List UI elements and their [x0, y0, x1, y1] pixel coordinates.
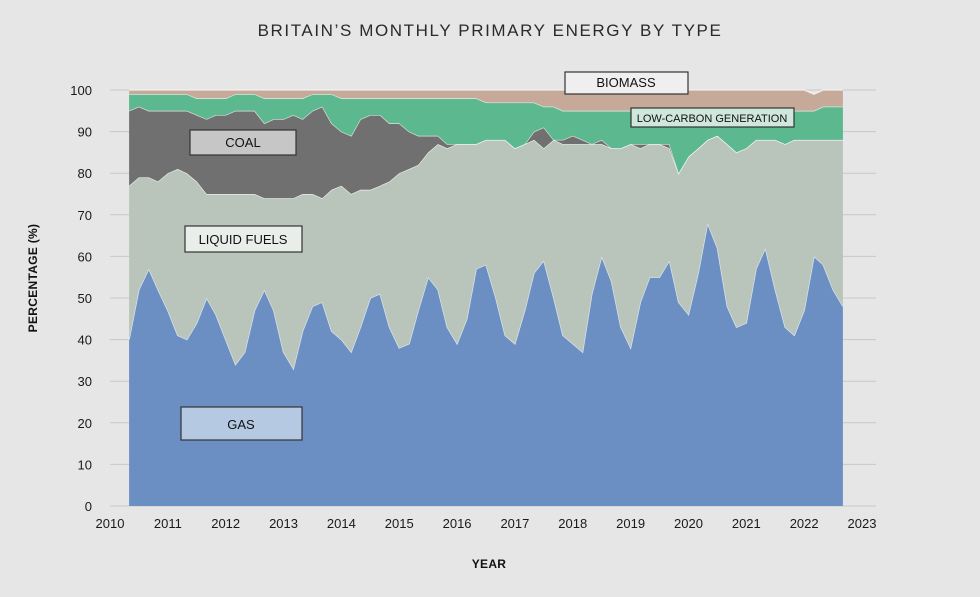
x-axis-ticks: 2010 2011 2012 2013 2014 2015 2016 2017 2018 2019…	[96, 516, 877, 531]
x-axis-label: YEAR	[472, 557, 507, 571]
area-coal	[129, 106, 843, 199]
x-tick-label: 2019	[616, 516, 645, 531]
annotation-label-coal: COAL	[225, 135, 260, 150]
annotation-box-low-carbon	[630, 107, 795, 128]
annotation-biomass: BIOMASS	[564, 71, 689, 95]
annotation-label-liquid-fuels: LIQUID FUELS	[199, 232, 288, 247]
y-tick-label: 60	[78, 249, 92, 264]
x-tick-label: 2012	[211, 516, 240, 531]
annotation-liquid-fuels: LIQUID FUELS	[184, 225, 303, 253]
x-tick-label: 2018	[558, 516, 587, 531]
annotation-box-liquid-fuels	[184, 225, 303, 253]
x-tick-label: 2016	[443, 516, 472, 531]
annotation-label-low-carbon: LOW-CARBON GENERATION	[637, 113, 788, 125]
annotation-label-gas: GAS	[227, 417, 255, 432]
x-tick-label: 2023	[848, 516, 877, 531]
y-axis-label: PERCENTAGE (%)	[26, 224, 40, 333]
chart-title: BRITAIN’S MONTHLY PRIMARY ENERGY BY TYPE	[258, 21, 723, 40]
y-axis-ticks: 0 10 20 30 40 50 60 70 80 90 100	[70, 83, 92, 514]
y-tick-label: 80	[78, 166, 92, 181]
x-tick-label: 2021	[732, 516, 761, 531]
series-line-biomass	[129, 89, 843, 95]
annotation-gas: GAS	[180, 406, 303, 441]
y-tick-label: 20	[78, 416, 92, 431]
annotation-box-gas	[180, 406, 303, 441]
x-tick-label: 2011	[154, 516, 182, 531]
y-tick-label: 40	[78, 333, 92, 348]
x-tick-label: 2017	[500, 516, 529, 531]
annotation-label-biomass: BIOMASS	[596, 75, 656, 90]
x-tick-label: 2013	[269, 516, 298, 531]
x-tick-label: 2010	[96, 516, 125, 531]
y-tick-label: 100	[70, 83, 92, 98]
y-tick-label: 70	[78, 208, 92, 223]
y-tick-label: 10	[78, 457, 92, 472]
annotation-box-biomass	[564, 71, 689, 95]
annotation-box-coal	[189, 129, 297, 156]
x-tick-label: 2015	[385, 516, 414, 531]
y-tick-label: 50	[78, 291, 92, 306]
x-tick-label: 2020	[674, 516, 703, 531]
x-tick-label: 2014	[327, 516, 356, 531]
y-tick-label: 0	[85, 499, 92, 514]
area-gas	[129, 223, 843, 506]
x-tick-label: 2022	[790, 516, 819, 531]
annotation-low-carbon: LOW-CARBON GENERATION	[630, 107, 795, 128]
y-tick-label: 90	[78, 125, 92, 140]
y-tick-label: 30	[78, 374, 92, 389]
annotation-coal: COAL	[189, 129, 297, 156]
